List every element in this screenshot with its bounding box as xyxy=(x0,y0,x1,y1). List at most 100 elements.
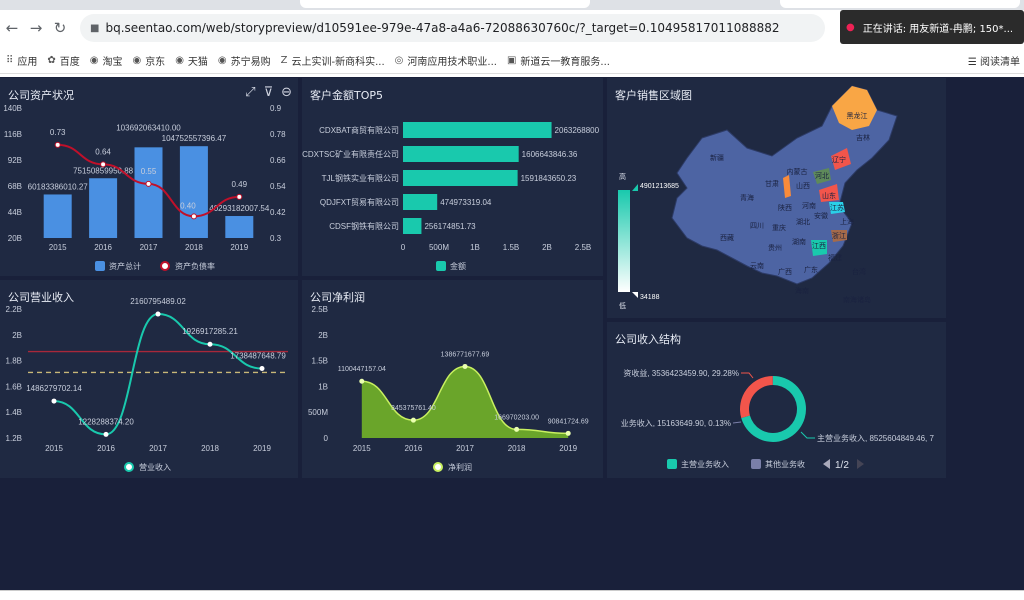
legend-label: 主营业务收入 xyxy=(681,459,729,469)
mic-icon: ● xyxy=(846,21,855,33)
region-zhejiang xyxy=(831,230,847,242)
bookmark-icon: Z xyxy=(280,54,288,66)
dashboard: 公司资产状况 ⤢ ⊽ ⊖ 20B 44B 68B 92B 116B 140B 0.3 0.42 0.… xyxy=(0,77,1024,590)
region-jiangxi xyxy=(811,240,827,256)
bookmark-item[interactable]: ◎ 河南应用技术职业... xyxy=(395,53,497,68)
visualmap-handle-top[interactable] xyxy=(632,184,638,191)
map-label: 江苏 xyxy=(830,203,844,212)
panel-top5: 客户金额TOP5 CDXBAT商贸有限公司 2063268800 CDXTSC矿业有… xyxy=(302,78,603,276)
tab-strip xyxy=(0,0,1024,10)
map-label: 黑龙江 xyxy=(847,111,868,120)
map-label: 江西 xyxy=(812,242,826,250)
bookmark-item[interactable]: Z 云上实训-新商科实... xyxy=(281,53,385,68)
visualmap-low: 低 xyxy=(619,301,626,310)
legend-marker xyxy=(124,462,134,472)
browser-tab[interactable] xyxy=(300,0,590,8)
reading-list-button[interactable]: ☰ 阅读清单 xyxy=(967,57,1020,68)
x-tick-label: 2016 xyxy=(97,444,115,453)
map-label: 浙江 xyxy=(832,231,846,240)
map-label: 新疆 xyxy=(710,153,724,162)
bar xyxy=(89,178,118,238)
panel-map: 客户销售区域图 新疆 西藏 内蒙古 黑龙江 吉林 辽宁 青海 甘肃 山西 河北 山东 陕西 河南 四川 重庆… xyxy=(607,78,946,318)
map-label: 湖南 xyxy=(792,237,806,246)
legend-label: 净利润 xyxy=(448,462,472,472)
bar-label: 256174851.73 xyxy=(424,222,476,231)
bookmark-item[interactable]: ✿ 百度 xyxy=(47,53,79,68)
bookmark-item[interactable]: ◉ 苏宁易购 xyxy=(218,53,271,68)
bar xyxy=(225,216,254,238)
map-label: 安徽 xyxy=(814,211,828,220)
panel-title: 公司收入结构 xyxy=(615,333,681,346)
bookmark-icon: ✿ xyxy=(47,54,56,66)
y-tick-label: 2.5B xyxy=(312,305,328,314)
bookmark-item[interactable]: ⠿ 应用 xyxy=(6,53,37,68)
data-point xyxy=(565,430,571,436)
y-tick-label: 1.4B xyxy=(6,408,22,417)
y-tick-label: 68B xyxy=(8,182,22,191)
legend-label: 资产负债率 xyxy=(175,261,215,271)
data-point xyxy=(359,378,365,384)
x-tick-label: 500M xyxy=(429,243,449,252)
map-label: 青海 xyxy=(740,193,754,202)
legend-label: 资产总计 xyxy=(109,261,141,271)
map-label: 四川 xyxy=(750,222,764,230)
bar-label: 104752557396.47 xyxy=(162,134,227,143)
map-label: 广西 xyxy=(778,267,792,276)
url-bar[interactable]: ■ bq.seentao.com/web/storypreview/d10591e… xyxy=(80,14,825,42)
leader-line xyxy=(800,431,815,439)
map-label: 湖北 xyxy=(796,217,810,226)
pager-next-icon[interactable] xyxy=(857,459,864,469)
ratio-point xyxy=(236,193,243,200)
y-tick-label: 116B xyxy=(4,130,22,139)
x-tick-label: 2015 xyxy=(353,444,371,453)
leader-line xyxy=(741,372,754,379)
y-tick-label: 1.8B xyxy=(6,357,22,366)
y2-tick-label: 0.66 xyxy=(270,156,286,165)
bookmark-item[interactable]: ◉ 淘宝 xyxy=(90,53,123,68)
map-label: 陕西 xyxy=(778,203,792,212)
y-tick-label: 92B xyxy=(8,156,22,165)
slice-label: 主营业务收入, 8525604849.46, 7 xyxy=(817,433,935,443)
bookmark-item[interactable]: ◉ 天猫 xyxy=(175,53,208,68)
bookmark-label: 河南应用技术职业... xyxy=(407,56,497,68)
reload-icon[interactable]: ↻ xyxy=(53,19,67,37)
bar-label: 40293182007.54 xyxy=(209,204,270,213)
y-tick-label: 500M xyxy=(308,408,328,417)
slice-label: 资收益, 3536423459.90, 29.28% xyxy=(623,368,739,378)
back-icon[interactable]: ← xyxy=(5,19,19,37)
bookmark-icon: ◉ xyxy=(175,54,184,66)
revenue-chart: 1.2B 1.4B 1.6B 1.8B 2B 2.2B 1486279702.14 12282… xyxy=(6,297,288,472)
map-label: 台湾 xyxy=(852,267,866,276)
forward-icon[interactable]: → xyxy=(29,19,43,37)
leader-line xyxy=(732,421,742,424)
bookmark-item[interactable]: ◉ 京东 xyxy=(132,53,165,68)
panel-title: 公司净利润 xyxy=(310,291,365,304)
bar xyxy=(403,146,519,162)
bookmark-icon: ⠿ xyxy=(6,54,14,66)
x-tick-label: 2018 xyxy=(508,444,526,453)
x-tick-label: 2019 xyxy=(230,243,248,252)
category-label: CDSF钢铁有限公司 xyxy=(329,221,399,231)
expand-icon[interactable]: ⤢ xyxy=(245,85,256,100)
taskbar xyxy=(0,590,1024,600)
map-label: 山西 xyxy=(796,181,810,190)
pager-prev-icon[interactable] xyxy=(823,459,830,469)
lock-icon: ■ xyxy=(90,22,100,34)
slice-label: 业务收入, 15163649.90, 0.13% xyxy=(621,418,731,428)
visualmap-handle-bottom[interactable] xyxy=(632,292,638,298)
bar-label: 103692063410.00 xyxy=(116,123,181,132)
x-tick-label: 2016 xyxy=(405,444,423,453)
legend-label: 金额 xyxy=(450,261,466,271)
data-point xyxy=(103,431,109,437)
filter-icon[interactable]: ⊽ xyxy=(263,85,274,100)
bar-label: 60183386010.27 xyxy=(28,182,89,191)
more-icon[interactable]: ⊖ xyxy=(281,85,292,100)
data-point xyxy=(410,417,416,423)
bookmark-item[interactable]: ▣ 新道云一教育服务... xyxy=(507,53,610,68)
region-shandong xyxy=(819,184,839,202)
data-label: 90841724.69 xyxy=(548,418,589,425)
browser-tab[interactable] xyxy=(780,0,1020,8)
visualmap-max: 4901213685 xyxy=(640,183,679,190)
data-label: 2160795489.02 xyxy=(130,297,186,306)
